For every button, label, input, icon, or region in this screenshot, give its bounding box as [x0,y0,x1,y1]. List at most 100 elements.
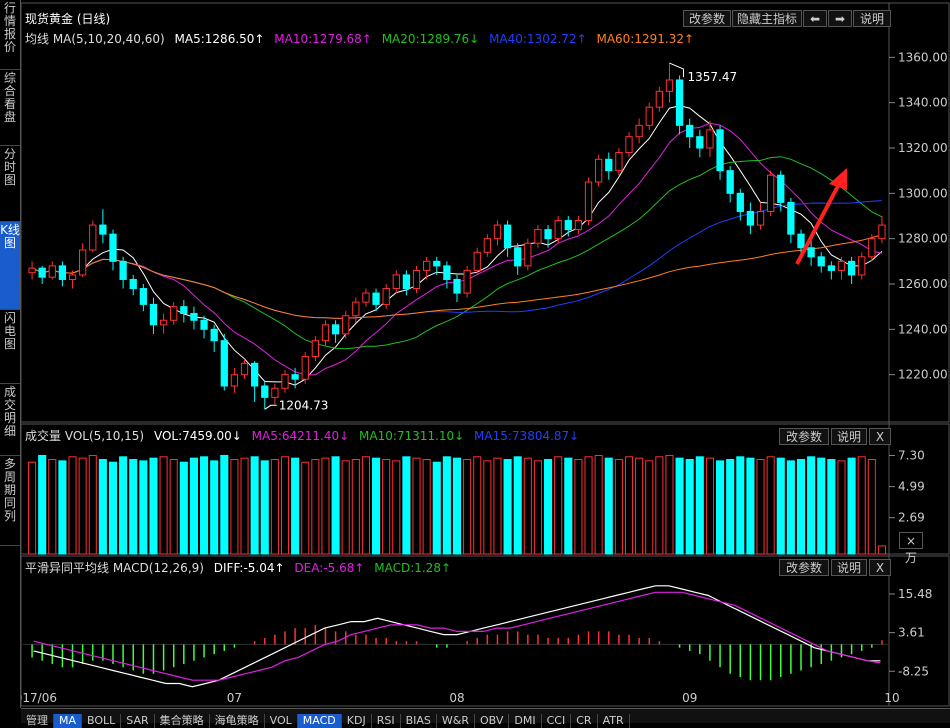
sidebar-tab-6[interactable]: 多周期同列 [0,456,20,546]
candle-body [746,210,755,226]
candle-body [159,319,168,326]
volume-bar [645,460,654,555]
volume-bar [382,459,391,555]
candle-body [726,170,734,194]
sidebar-tab-4[interactable]: 闪电图 [0,310,20,384]
volume-bar [584,456,593,555]
candle-body [807,247,815,258]
volume-bar [513,456,522,555]
bottom-tab-boll[interactable]: BOLL [82,714,122,728]
bottom-tab-sar[interactable]: SAR [121,714,155,728]
macd-label: 平滑异同平均线 MACD(12,26,9) [25,561,204,575]
candle-body [68,274,77,280]
bottom-tab-vol[interactable]: VOL [265,714,298,728]
price-tick-label: 1260.00 [898,277,948,291]
macd-params-button[interactable]: 改参数 [779,559,829,576]
bottom-tab-海龟策略[interactable]: 海龟策略 [210,714,265,728]
volume-bar [372,457,381,555]
volume-bar [108,461,118,555]
ma20-value: MA20:1289.76↓ [381,32,480,46]
volume-bar [716,460,725,555]
candle-body [281,374,289,389]
bottom-tab-dmi[interactable]: DMI [509,714,542,728]
kline-chart: 1360.00 1340.00 1320.00 1300.00 1280.00 1260.… [7,2,950,707]
volume-params-button[interactable]: 改参数 [779,428,829,445]
volume-bar [230,459,239,555]
volume-bar [655,456,664,555]
candle-body [443,265,451,280]
candle-body [352,301,360,317]
sidebar-tab-0[interactable]: 行情报价 [0,0,20,70]
sidebar-tab-5[interactable]: 成交明细 [0,384,20,456]
vol-value: VOL:7459.00↓ [153,429,242,443]
bottom-tab-cr[interactable]: CR [571,714,598,728]
bottom-tab-rsi[interactable]: RSI [372,714,401,728]
bottom-tab-kdj[interactable]: KDJ [342,714,372,728]
macd-close-icon[interactable]: X [869,559,891,576]
macd-help-button[interactable]: 说明 [831,559,867,576]
candle-body [514,247,522,267]
candle-body [847,260,856,276]
candle-body [625,136,633,154]
x-tick-label: 09 [682,691,697,705]
ma40-value: MA40:1302.72↑ [489,32,587,46]
bottom-tab-atr[interactable]: ATR [598,714,630,728]
bottom-tab-管理[interactable]: 管理 [21,714,54,728]
candle-body [271,387,279,398]
volume-bar [402,456,411,555]
macd-tick-label: -8.25 [898,664,929,678]
vol-ma5: MA5:64211.40↓ [251,429,350,443]
price-tick-label: 1340.00 [898,96,948,110]
prev-icon[interactable]: ⬅ [803,10,827,27]
price-tick-label: 1240.00 [898,322,948,336]
x-tick-label: 08 [449,691,464,705]
change-params-button[interactable]: 改参数 [683,10,731,27]
candle-body [483,238,491,253]
volume-bar [422,459,431,555]
help-button[interactable]: 说明 [853,10,891,27]
volume-bar [837,460,846,555]
candle-body [170,306,178,321]
volume-help-button[interactable]: 说明 [831,428,867,445]
high-marker [669,62,684,78]
volume-bar [463,459,472,555]
candle-body [686,124,694,138]
volume-bar [493,457,502,555]
bottom-tab-macd[interactable]: MACD [297,714,342,728]
volume-close-icon[interactable]: X [869,428,891,445]
candle-body [251,362,259,387]
sidebar-tab-1[interactable]: 综合看盘 [0,70,20,146]
volume-bar [68,456,77,555]
volume-bar [200,456,209,555]
macd-legend: 平滑异同平均线 MACD(12,26,9) DIFF:-5.04↑ DEA:-5… [25,559,457,576]
sidebar: 行情报价 综合看盘 分时图 K线图 闪电图 成交明细 多周期同列 [0,0,21,708]
volume-bar [776,457,785,555]
volume-bar [665,454,674,555]
bottom-tab-cci[interactable]: CCI [542,714,572,728]
bottom-tab-w&r[interactable]: W&R [437,714,475,728]
x-tick-label: 10 [884,691,899,705]
ma20-line [31,156,883,350]
candle-body [493,224,502,240]
volume-bar [544,459,553,555]
volume-bar [432,461,441,555]
volume-bar [119,456,128,555]
bottom-tab-bias[interactable]: BIAS [401,714,437,728]
bottom-tab-obv[interactable]: OBV [475,714,510,728]
sidebar-tab-3[interactable]: K线图 [0,222,20,310]
macd-value: MACD:1.28↑ [374,561,452,575]
volume-bar [291,457,300,555]
bottom-tab-集合策略[interactable]: 集合策略 [155,714,210,728]
hide-main-indicator-button[interactable]: 隐藏主指标 [732,10,802,27]
ma-label: 均线 MA(5,10,20,40,60) [25,32,165,46]
volume-bar [705,457,714,555]
volume-bar [280,456,290,555]
volume-bar [58,460,67,555]
sidebar-tab-2[interactable]: 分时图 [0,146,20,222]
bottom-tab-ma[interactable]: MA [54,714,83,728]
volume-bar [129,459,138,555]
candle-body [665,79,674,92]
candle-body [220,340,228,387]
ma-legend: 均线 MA(5,10,20,40,60) MA5:1286.50↑ MA10:1… [25,30,700,47]
next-icon[interactable]: ➡ [828,10,852,27]
